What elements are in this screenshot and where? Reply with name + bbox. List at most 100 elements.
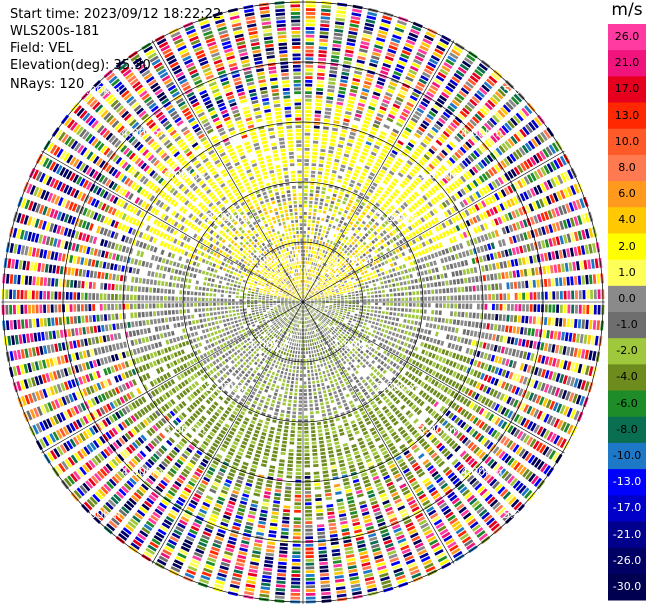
gate-cell — [329, 419, 334, 423]
gate-cell — [338, 175, 343, 179]
gate-cell — [341, 217, 345, 221]
gate-cell — [409, 358, 413, 363]
gate-cell — [304, 408, 308, 411]
gate-cell — [305, 502, 312, 505]
gate-cell — [326, 301, 329, 302]
gate-cell — [257, 524, 265, 528]
gate-cell — [296, 343, 298, 346]
gate-cell — [412, 247, 416, 252]
gate-cell — [402, 336, 406, 340]
gate-cell — [537, 304, 540, 312]
gate-cell — [298, 325, 299, 328]
gate-cell — [268, 394, 272, 398]
gate-cell — [383, 370, 387, 374]
gate-cell — [311, 423, 315, 426]
gate-cell — [368, 248, 372, 252]
gate-cell — [318, 429, 323, 432]
gate-cell — [307, 242, 309, 245]
gate-cell — [311, 178, 315, 181]
gate-cell — [319, 395, 323, 398]
gate-cell — [454, 295, 457, 300]
gate-cell — [352, 518, 360, 522]
gate-cell — [312, 381, 315, 384]
gate-cell — [297, 328, 298, 331]
gate-cell — [390, 298, 393, 301]
gate-cell — [344, 295, 347, 297]
gate-cell — [370, 186, 375, 191]
gate-cell — [408, 233, 413, 238]
gate-cell — [282, 517, 289, 520]
gate-cell — [511, 304, 514, 311]
gate-cell — [563, 360, 568, 369]
gate-cell — [435, 296, 438, 300]
gate-cell — [464, 338, 468, 344]
gate-cell — [442, 367, 447, 373]
gate-cell — [263, 568, 272, 572]
gate-cell — [327, 89, 334, 93]
gate-cell — [386, 307, 389, 310]
gate-cell — [373, 283, 376, 286]
gate-cell — [439, 365, 444, 371]
gate-cell — [533, 292, 536, 300]
gate-cell — [379, 258, 383, 262]
gate-cell — [377, 248, 381, 252]
gate-cell — [300, 359, 302, 362]
gate-cell — [353, 224, 357, 228]
gate-cell — [402, 355, 406, 360]
gate-cell — [359, 395, 364, 399]
gate-cell — [370, 313, 373, 316]
gate-cell — [253, 547, 261, 551]
gate-cell — [304, 400, 307, 403]
gate-cell — [307, 231, 309, 234]
gate-cell — [514, 338, 518, 345]
gate-cell — [514, 315, 517, 322]
gate-cell — [375, 306, 378, 309]
gate-cell — [332, 275, 335, 278]
gate-cell — [313, 385, 316, 388]
gate-cell — [305, 84, 312, 87]
gate-cell — [304, 389, 307, 392]
gate-cell — [353, 319, 356, 322]
gate-cell — [348, 187, 353, 191]
gate-cell — [339, 392, 343, 396]
gate-cell — [334, 301, 337, 302]
gate-cell — [306, 321, 307, 324]
gate-cell — [394, 293, 397, 296]
gate-cell — [347, 376, 351, 380]
gate-cell — [398, 254, 402, 258]
gate-cell — [428, 238, 432, 243]
gate-cell — [468, 339, 472, 345]
gate-cell — [585, 350, 589, 360]
gate-cell — [350, 315, 353, 317]
gate-cell — [347, 323, 350, 326]
gate-cell — [432, 296, 435, 300]
gate-cell — [262, 502, 269, 506]
gate-cell — [333, 438, 338, 442]
gate-cell — [345, 300, 348, 301]
gate-cell — [310, 415, 314, 418]
gate-cell — [236, 479, 243, 484]
gate-cell — [295, 355, 297, 358]
gate-cell — [310, 266, 312, 269]
gate-cell — [309, 400, 312, 403]
gate-cell — [350, 159, 355, 163]
gate-cell — [477, 236, 482, 243]
gate-cell — [304, 189, 308, 192]
gate-cell — [439, 233, 444, 239]
gate-cell — [545, 304, 548, 312]
gate-cell — [268, 534, 276, 538]
gate-cell — [309, 355, 311, 358]
gate-cell — [362, 379, 366, 383]
gate-cell — [311, 434, 316, 437]
gate-cell — [314, 126, 320, 129]
gate-cell — [334, 410, 338, 414]
gate-cell — [341, 248, 344, 252]
gate-cell — [364, 208, 369, 212]
gate-cell — [493, 252, 497, 259]
gate-cell — [366, 274, 369, 277]
gate-cell — [392, 317, 395, 320]
gate-cell — [530, 304, 533, 311]
gate-cell — [326, 265, 329, 268]
gate-cell — [334, 285, 337, 287]
gate-cell — [305, 137, 310, 140]
